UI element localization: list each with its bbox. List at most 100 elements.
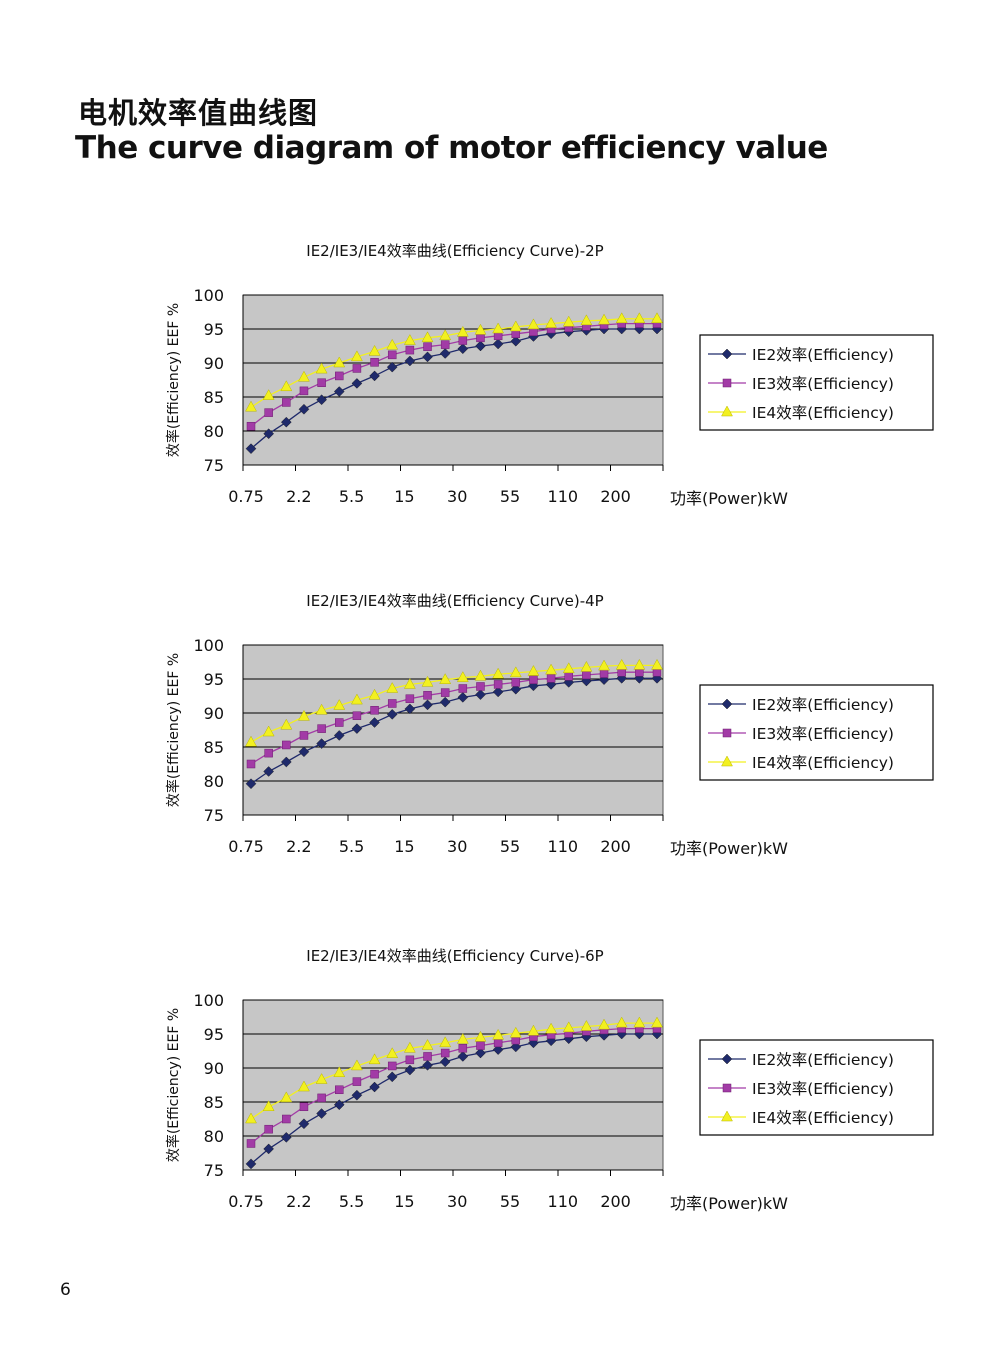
- data-point: [280, 756, 292, 768]
- data-point: [263, 1143, 275, 1155]
- data-point: [529, 675, 538, 684]
- data-point: [527, 318, 540, 330]
- data-point: [263, 766, 275, 777]
- chart-title: IE2/IE3/IE4效率曲线(Efficiency Curve)-6P: [306, 947, 603, 965]
- data-point: [403, 677, 416, 689]
- data-point: [493, 680, 503, 689]
- x-tick-label: 30: [447, 1192, 467, 1211]
- data-point: [280, 1091, 293, 1103]
- page-title-cn: 电机效率值曲线图: [78, 96, 319, 130]
- data-point: [333, 1066, 346, 1078]
- data-point: [457, 1051, 469, 1062]
- data-point: [368, 688, 381, 700]
- data-point: [282, 740, 291, 750]
- plot-area: [242, 644, 664, 816]
- data-point: [386, 709, 398, 720]
- data-point: [440, 1048, 450, 1058]
- data-point: [474, 1030, 487, 1042]
- data-point: [651, 312, 663, 324]
- series-2: [246, 319, 662, 431]
- data-point: [633, 658, 646, 670]
- data-point: [422, 1059, 433, 1071]
- data-point: [370, 1069, 379, 1079]
- data-point: [527, 1024, 540, 1036]
- data-point: [405, 345, 415, 355]
- data-point: [510, 335, 522, 347]
- data-point: [439, 696, 451, 708]
- data-point: [405, 1055, 415, 1065]
- x-tick-label: 5.5: [339, 1192, 364, 1211]
- chart-title: IE2/IE3/IE4效率曲线(Efficiency Curve)-4P: [306, 592, 603, 610]
- x-tick-label: 30: [447, 837, 467, 856]
- data-point: [545, 1022, 558, 1034]
- data-point: [350, 1059, 363, 1071]
- x-tick-label: 110: [548, 837, 579, 856]
- data-point: [245, 443, 257, 455]
- data-point: [387, 1061, 397, 1071]
- data-point: [457, 692, 469, 703]
- data-point: [282, 398, 291, 407]
- data-point: [299, 386, 309, 396]
- data-point: [545, 663, 558, 675]
- data-point: [475, 340, 486, 352]
- x-tick-label: 200: [600, 487, 631, 506]
- data-point: [317, 724, 326, 733]
- data-point: [457, 343, 469, 355]
- data-point: [245, 735, 257, 747]
- page-title-en: The curve diagram of motor efficiency va…: [75, 130, 828, 166]
- series-3: [245, 312, 663, 412]
- legend-label: IE3效率(Efficiency): [752, 725, 894, 743]
- data-point: [404, 1064, 416, 1076]
- data-point: [509, 320, 522, 332]
- data-point: [546, 674, 556, 683]
- data-point: [458, 1044, 468, 1053]
- data-point: [492, 338, 504, 350]
- y-axis-label: 效率(Efficiency) EEF %: [165, 653, 182, 807]
- y-tick-label: 85: [204, 738, 224, 757]
- legend-label: IE4效率(Efficiency): [752, 1109, 894, 1127]
- data-point: [580, 314, 593, 326]
- data-point: [492, 1044, 504, 1055]
- data-point: [316, 738, 327, 749]
- data-point: [386, 682, 399, 693]
- data-point: [335, 718, 344, 727]
- data-point: [369, 717, 380, 728]
- data-point: [421, 331, 434, 343]
- data-point: [333, 1099, 345, 1111]
- data-point: [368, 344, 381, 356]
- data-point: [598, 1018, 610, 1030]
- data-point: [510, 1041, 522, 1053]
- data-point: [369, 370, 380, 382]
- data-point: [509, 666, 522, 678]
- data-point: [335, 1085, 344, 1095]
- data-point: [475, 1047, 486, 1059]
- data-point: [299, 1102, 309, 1112]
- data-point: [458, 684, 468, 693]
- data-point: [352, 364, 362, 373]
- y-tick-label: 100: [193, 636, 224, 655]
- series-2: [246, 667, 662, 769]
- x-tick-label: 5.5: [339, 487, 364, 506]
- data-point: [439, 673, 452, 684]
- y-tick-label: 100: [193, 991, 224, 1010]
- y-tick-label: 90: [204, 1059, 224, 1078]
- data-point: [264, 748, 273, 758]
- y-tick-label: 80: [204, 772, 224, 791]
- x-tick-label: 2.2: [286, 487, 311, 506]
- y-tick-label: 90: [204, 354, 224, 373]
- x-tick-label: 200: [600, 837, 631, 856]
- x-tick-label: 55: [500, 487, 520, 506]
- data-point: [582, 670, 591, 680]
- y-tick-label: 90: [204, 704, 224, 723]
- page-number: 6: [60, 1280, 71, 1300]
- plot-area: [242, 999, 664, 1171]
- x-tick-label: 0.75: [228, 1192, 264, 1211]
- y-tick-label: 80: [204, 1127, 224, 1146]
- data-point: [564, 672, 573, 681]
- data-point: [492, 322, 505, 334]
- data-point: [350, 693, 363, 705]
- data-point: [317, 1093, 326, 1103]
- y-tick-label: 75: [204, 456, 224, 475]
- data-point: [651, 658, 663, 670]
- data-point: [404, 703, 416, 715]
